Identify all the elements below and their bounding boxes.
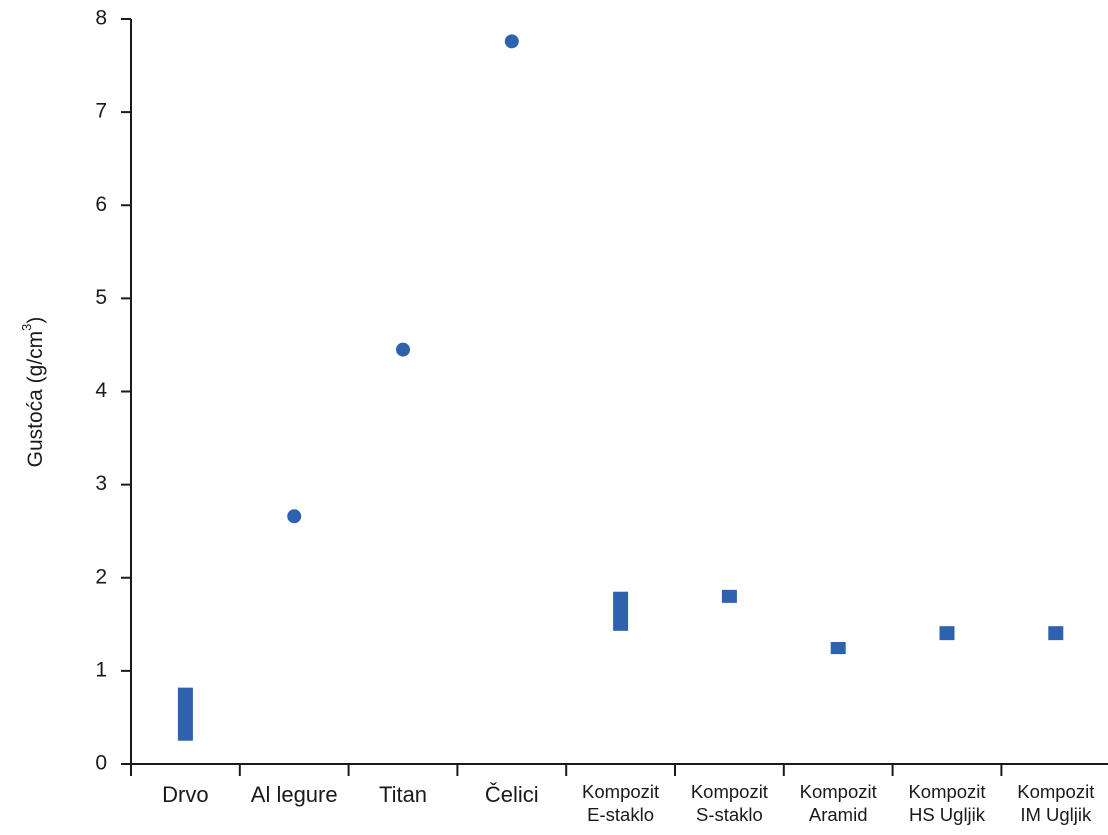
x-category-label: Drvo [162, 782, 208, 807]
data-range-bar [939, 626, 955, 641]
x-category-label: Kompozit IM Ugljik [1017, 781, 1094, 825]
x-category-label-line: Al legure [251, 782, 338, 807]
y-tick-label: 0 [95, 752, 107, 775]
x-category-label-line: Kompozit [800, 781, 877, 802]
y-axis-title-superscript: 3 [19, 324, 34, 331]
x-category-label: Kompozit S-staklo [691, 781, 768, 825]
axes [130, 19, 1108, 765]
x-category-label-line: Titan [379, 782, 427, 807]
x-category-label: Titan [379, 782, 427, 807]
x-category-label-line: Aramid [809, 804, 868, 825]
x-category-label-line: Čelici [485, 782, 539, 807]
x-ticks [130, 764, 1003, 776]
y-tick-label: 8 [95, 7, 107, 30]
y-axis-title-text: Gustoća (g/cm3) [19, 317, 46, 468]
x-category-label: Kompozit Aramid [800, 781, 877, 825]
x-category-label: Al legure [251, 782, 338, 807]
x-category-label-line: IM Ugljik [1020, 804, 1092, 825]
x-category-label-line: Kompozit [582, 781, 659, 802]
data-point [396, 342, 410, 357]
y-tick-label: 7 [95, 100, 107, 123]
data-range-bar [721, 589, 737, 603]
x-category-label-line: Drvo [162, 782, 208, 807]
data-point [287, 509, 302, 524]
data-range-bar [1048, 626, 1064, 641]
x-category-label: Kompozit HS Ugljik [908, 781, 985, 825]
x-labels: Drvo Al legure Titan Čelici Kompozit E-staklo… [162, 781, 1094, 825]
x-category-label-line: S-staklo [696, 804, 763, 825]
y-tick-label: 5 [95, 286, 107, 309]
data-marks [177, 34, 1064, 741]
y-tick-label: 4 [95, 379, 107, 402]
y-axis-title-tail: ) [24, 317, 47, 324]
x-category-label: Kompozit E-staklo [582, 781, 659, 825]
y-tick-label: 3 [95, 472, 107, 495]
y-axis-title: Gustoća (g/cm3) [19, 317, 46, 468]
x-category-label-line: HS Ugljik [909, 804, 986, 825]
data-point [504, 34, 519, 49]
x-category-label-line: Kompozit [908, 781, 985, 802]
y-axis-title-main: Gustoća (g/cm [24, 331, 47, 468]
y-tick-label: 2 [95, 565, 107, 588]
x-category-label-line: Kompozit [691, 781, 768, 802]
data-range-bar [830, 642, 846, 655]
y-tick-label: 6 [95, 193, 107, 216]
y-tick-label: 1 [95, 658, 107, 681]
x-category-label-line: E-staklo [587, 804, 654, 825]
y-ticks: 0 1 2 3 4 5 6 7 8 [95, 7, 131, 775]
x-category-label: Čelici [485, 782, 539, 807]
data-range-bar [177, 687, 193, 741]
x-category-label-line: Kompozit [1017, 781, 1094, 802]
data-range-bar [613, 591, 629, 631]
